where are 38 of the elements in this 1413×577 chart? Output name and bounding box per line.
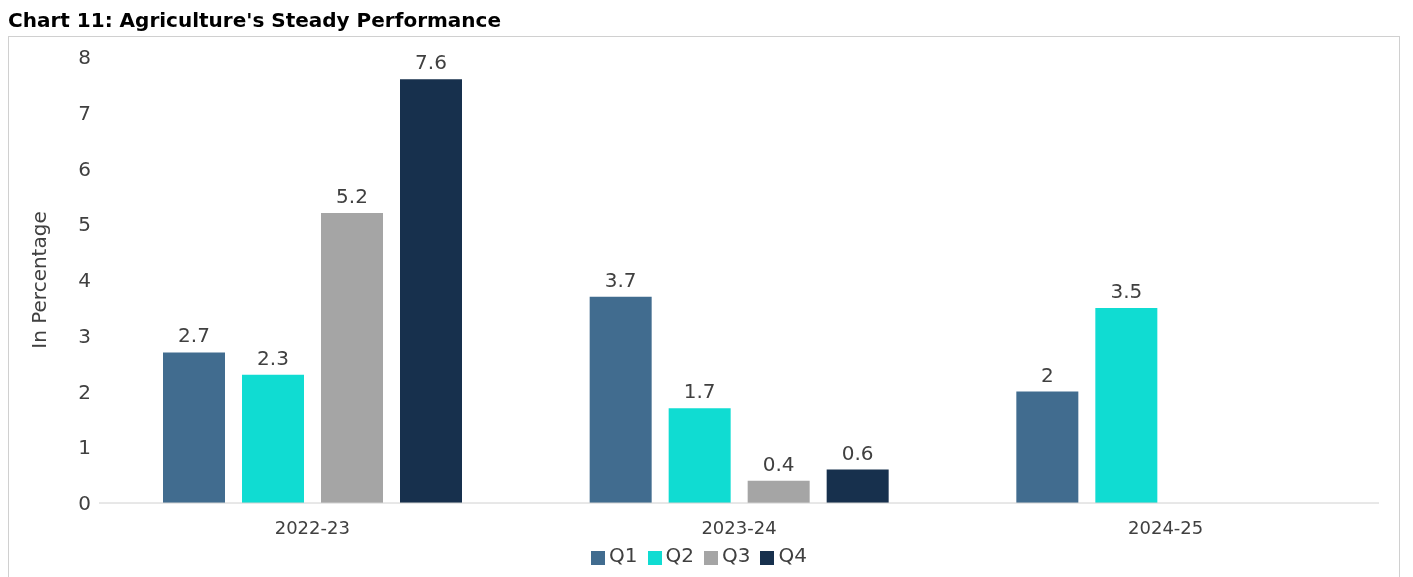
bar <box>589 296 652 503</box>
bar <box>1095 307 1158 503</box>
data-label: 3.7 <box>604 267 637 292</box>
y-tick-label: 7 <box>78 100 91 125</box>
y-tick-label: 0 <box>78 491 91 516</box>
bar <box>242 374 304 503</box>
bar <box>163 352 225 503</box>
y-tick-label: 1 <box>78 435 91 460</box>
y-tick-label: 5 <box>78 212 91 237</box>
data-label: 3.5 <box>1110 278 1143 303</box>
chart-title: Chart 11: Agriculture's Steady Performance <box>8 8 502 32</box>
data-label: 1.7 <box>683 379 716 404</box>
x-tick-label: 2024-25 <box>1128 516 1204 538</box>
bar <box>747 480 810 503</box>
y-tick-label: 3 <box>78 323 91 348</box>
bar <box>1016 391 1079 503</box>
legend-label: Q1 <box>609 543 638 567</box>
y-tick-label: 2 <box>78 379 91 404</box>
bar <box>321 213 383 503</box>
bar <box>668 408 731 503</box>
bar <box>826 469 889 503</box>
data-label: 0.6 <box>841 440 874 465</box>
data-label: 5.2 <box>336 184 368 209</box>
y-tick-label: 4 <box>78 268 91 293</box>
y-axis-title: In Percentage <box>27 211 52 349</box>
y-tick-label: 8 <box>78 45 91 70</box>
legend-label: Q2 <box>665 543 694 567</box>
data-label: 2 <box>1040 362 1054 387</box>
data-label: 2.3 <box>257 345 289 370</box>
data-label: 7.6 <box>415 50 447 75</box>
legend-label: Q3 <box>722 543 751 567</box>
data-label: 0.4 <box>762 451 795 476</box>
x-tick-label: 2022-23 <box>274 516 350 538</box>
x-tick-label: 2023-24 <box>701 516 777 538</box>
y-tick-label: 6 <box>78 156 91 181</box>
data-label: 2.7 <box>178 323 210 348</box>
bar <box>400 79 462 503</box>
legend-label: Q4 <box>778 543 807 567</box>
